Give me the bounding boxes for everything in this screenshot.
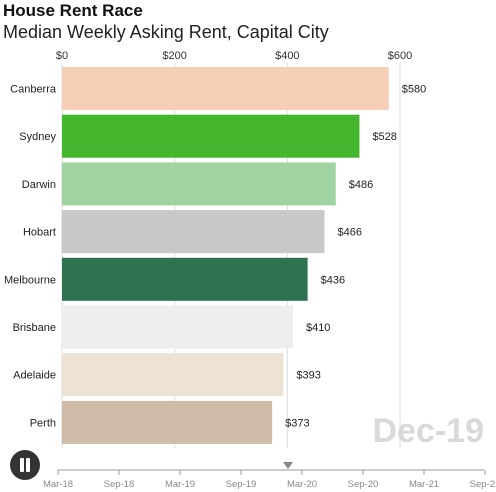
data-label: $410 <box>306 322 330 334</box>
pause-icon-bar <box>26 458 30 472</box>
timeline-label: Sep-20 <box>348 479 379 490</box>
data-label: $373 <box>285 417 309 429</box>
period-watermark: Dec-19 <box>372 412 484 450</box>
category-label: Canberra <box>10 84 57 96</box>
data-label: $466 <box>338 227 362 239</box>
bar <box>62 162 336 206</box>
chart-subtitle: Median Weekly Asking Rent, Capital City <box>3 22 329 42</box>
data-label: $393 <box>296 370 320 382</box>
category-label: Darwin <box>22 179 56 191</box>
bar <box>62 305 293 349</box>
chart-title: House Rent Race <box>3 1 143 20</box>
category-label: Melbourne <box>4 274 56 286</box>
data-label: $486 <box>349 179 373 191</box>
x-tick-label: $400 <box>275 50 299 62</box>
timeline-label: Sep-19 <box>226 479 257 490</box>
data-label: $436 <box>321 274 345 286</box>
bar <box>62 257 308 301</box>
bar <box>62 114 360 158</box>
timeline-label: Sep-18 <box>104 479 135 490</box>
category-label: Brisbane <box>13 322 56 334</box>
data-label: $580 <box>402 84 426 96</box>
bar <box>62 210 325 254</box>
bar <box>62 400 273 444</box>
timeline-label: Mar-18 <box>43 479 73 490</box>
category-label: Adelaide <box>13 370 56 382</box>
pause-icon <box>20 458 24 472</box>
pause-button[interactable] <box>10 450 40 480</box>
category-label: Hobart <box>23 227 56 239</box>
category-label: Sydney <box>19 131 56 143</box>
bar <box>62 353 284 397</box>
timeline-label: Mar-21 <box>409 479 439 490</box>
x-tick-label: $600 <box>388 50 412 62</box>
x-tick-label: $200 <box>162 50 186 62</box>
data-label: $528 <box>372 131 396 143</box>
timeline-handle[interactable] <box>283 462 294 469</box>
bar <box>62 67 389 110</box>
timeline-label: Mar-19 <box>165 479 195 490</box>
timeline-label: Sep-21 <box>470 479 496 490</box>
category-label: Perth <box>30 417 56 429</box>
x-tick-label: $0 <box>56 50 68 62</box>
timeline-label: Mar-20 <box>287 479 317 490</box>
